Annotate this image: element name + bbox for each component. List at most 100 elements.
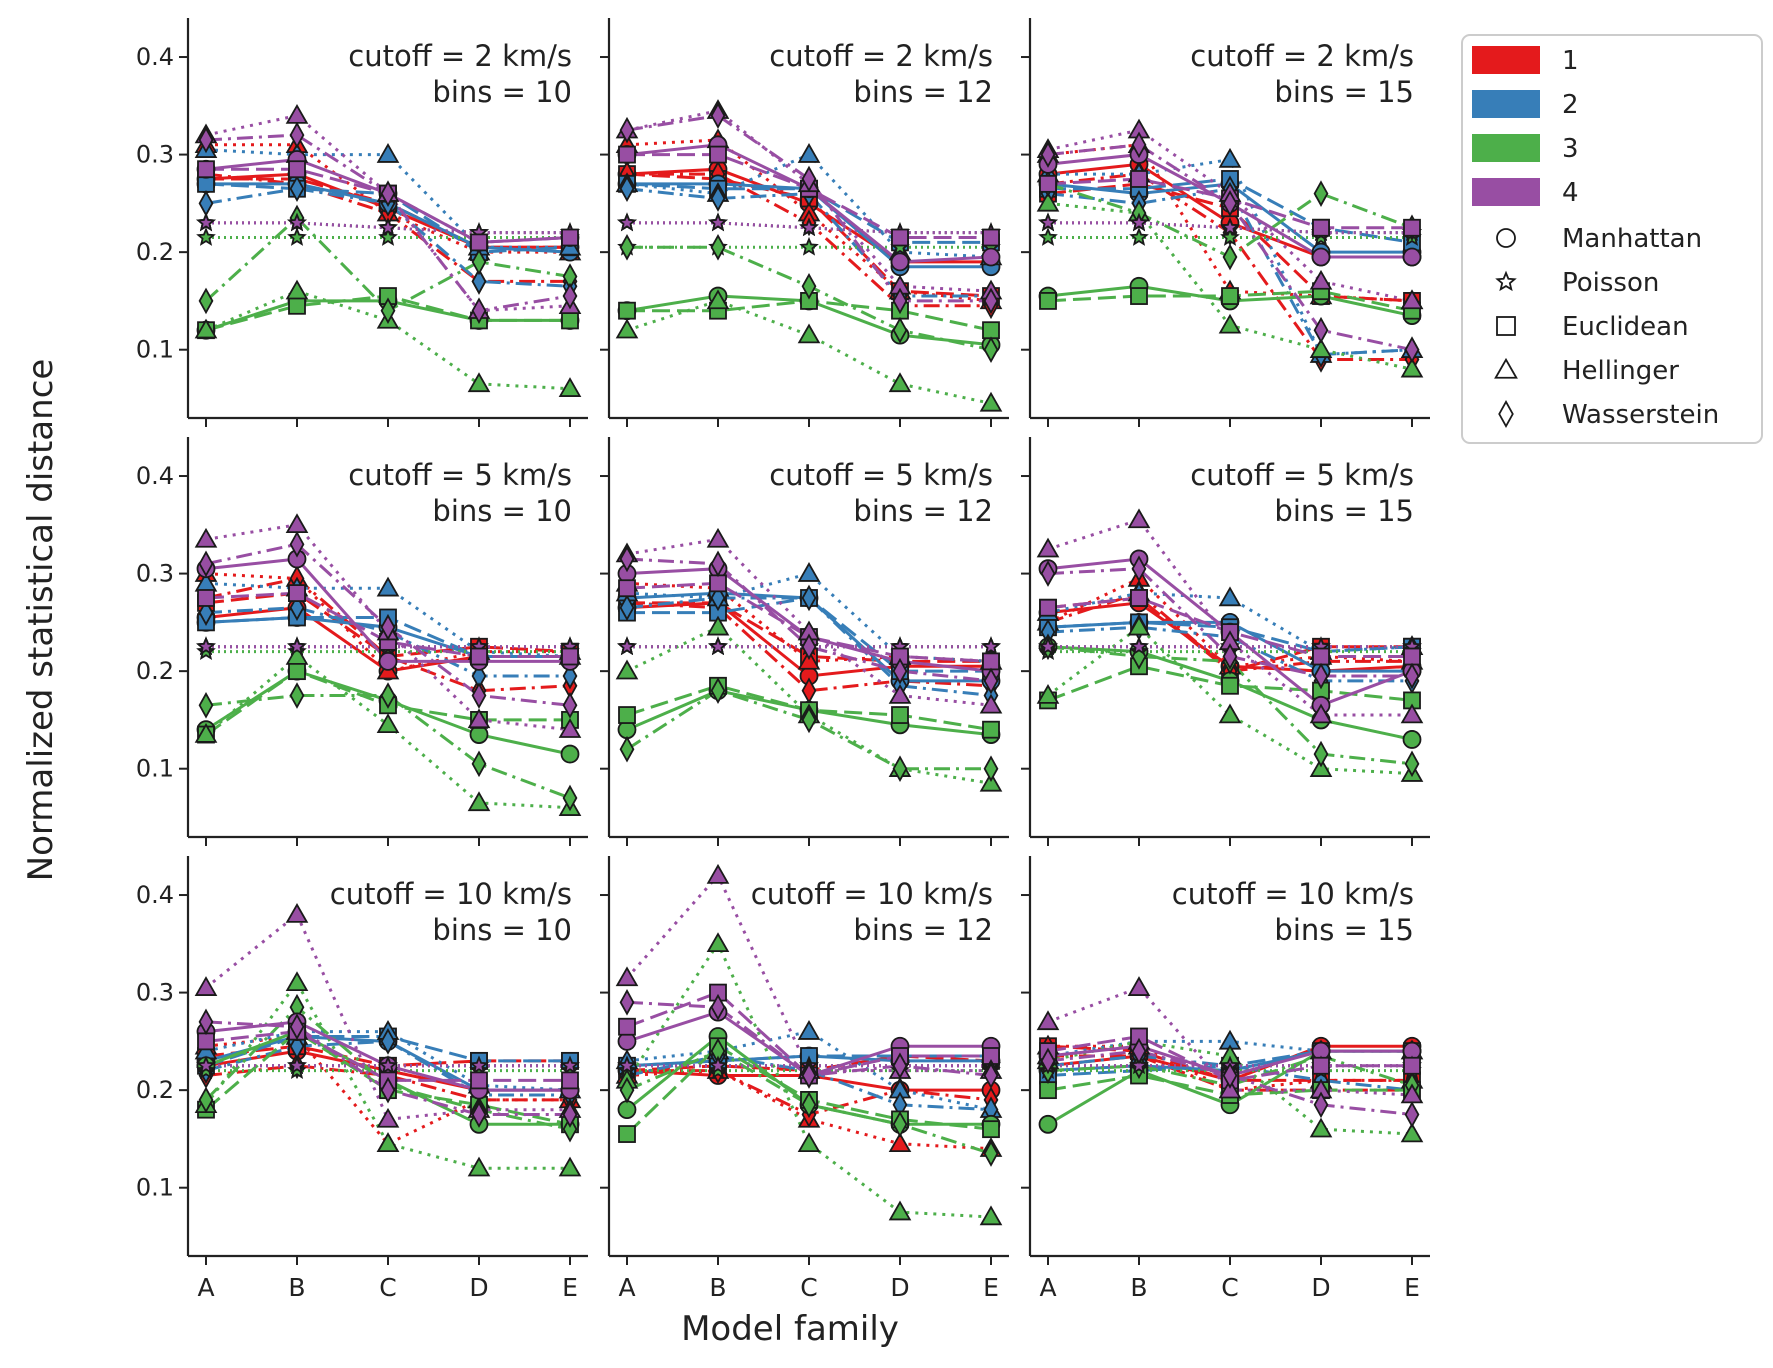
y-tick-label: 0.3 (136, 560, 174, 588)
data-point-star (617, 212, 637, 232)
data-point-star (196, 636, 216, 656)
legend-marker-triangle (1494, 357, 1518, 379)
data-point-diamond (1313, 316, 1329, 344)
data-point-square (1039, 174, 1057, 193)
data-point-square (709, 145, 727, 164)
x-tick-label: D (469, 1273, 488, 1302)
data-point-triangle (285, 279, 309, 300)
data-point-square (288, 160, 306, 179)
panel-title-cutoff: cutoff = 2 km/s (348, 39, 572, 73)
data-point-star (1129, 636, 1149, 656)
data-point-diamond (983, 287, 999, 315)
x-tick-label: D (890, 1273, 909, 1302)
panel-title-cutoff: cutoff = 2 km/s (769, 39, 993, 73)
legend-marker-circle (1496, 228, 1516, 248)
panel-title-bins: bins = 12 (853, 913, 993, 947)
data-point-diamond (801, 706, 817, 734)
y-tick-label: 0.3 (136, 979, 174, 1007)
data-point-square (470, 647, 488, 666)
data-point-square (618, 1017, 636, 1036)
data-point-triangle (706, 527, 730, 548)
data-point-diamond (471, 1101, 487, 1128)
data-point-circle (1402, 247, 1422, 267)
data-point-diamond (471, 268, 487, 295)
data-point-triangle (615, 659, 639, 680)
series-line (205, 606, 570, 678)
data-point-triangle (376, 142, 400, 163)
legend-group-label: 1 (1562, 46, 1579, 76)
data-point-circle (378, 651, 398, 671)
data-point-square (1130, 170, 1148, 188)
data-point-diamond (1404, 750, 1420, 778)
data-point-triangle (558, 377, 582, 397)
data-point-square (1039, 598, 1057, 617)
x-tick-label: E (562, 1273, 578, 1302)
data-point-triangle (706, 289, 730, 310)
legend-marker-star (1495, 270, 1517, 292)
data-point-diamond (1313, 180, 1329, 207)
data-point-triangle (797, 649, 821, 670)
data-point-triangle (1400, 703, 1424, 724)
data-point-diamond (562, 282, 578, 310)
x-tick-label: A (618, 1273, 635, 1302)
legend-group-label: 2 (1562, 90, 1579, 120)
data-point-square (197, 160, 215, 179)
data-point-triangle (1218, 147, 1242, 168)
data-point-triangle (706, 932, 730, 953)
data-point-diamond (471, 248, 487, 276)
data-point-star (708, 1055, 728, 1075)
x-axis-label: Model family (681, 1309, 899, 1349)
data-point-diamond (983, 1062, 999, 1089)
data-point-diamond (1222, 190, 1238, 217)
data-point-diamond (892, 657, 908, 685)
data-point-diamond (289, 682, 305, 709)
x-tick-label: B (1130, 1273, 1147, 1302)
data-point-diamond (983, 755, 999, 783)
data-point-diamond (380, 1076, 396, 1104)
data-point-square (618, 579, 636, 598)
data-point-triangle (1036, 1010, 1060, 1031)
y-tick-label: 0.1 (136, 336, 174, 364)
series-line (205, 1039, 570, 1097)
data-point-diamond (619, 735, 635, 763)
data-point-square (982, 321, 1000, 340)
data-point-triangle (376, 1132, 400, 1153)
panel-title-bins: bins = 10 (432, 75, 572, 109)
data-point-diamond (1404, 662, 1420, 690)
panel-title-cutoff: cutoff = 10 km/s (330, 877, 572, 911)
data-point-triangle (1127, 508, 1151, 529)
data-point-diamond (1040, 1047, 1056, 1075)
data-point-diamond (619, 116, 635, 144)
data-point-star (617, 1055, 637, 1075)
data-point-diamond (380, 297, 396, 325)
data-point-square (891, 228, 909, 247)
series-line (205, 1030, 570, 1082)
legend-color-swatch (1472, 46, 1540, 74)
data-point-triangle (615, 966, 639, 987)
data-point-square (1403, 218, 1421, 237)
panel-title-bins: bins = 15 (1274, 75, 1414, 109)
data-point-circle (617, 1100, 637, 1120)
data-point-diamond (471, 297, 487, 325)
data-point-square (288, 662, 306, 681)
data-point-star (287, 212, 307, 232)
data-point-square (1312, 647, 1330, 666)
data-point-triangle (888, 1132, 912, 1153)
data-point-triangle (1309, 338, 1333, 358)
y-tick-label: 0.2 (136, 238, 174, 266)
data-point-star (1129, 1055, 1149, 1075)
data-point-triangle (285, 971, 309, 992)
data-point-triangle (194, 318, 218, 339)
data-point-diamond (1222, 1062, 1238, 1089)
y-tick-label: 0.1 (136, 1174, 174, 1202)
data-point-square (1312, 1056, 1330, 1075)
data-point-triangle (467, 791, 491, 812)
data-point-star (378, 217, 398, 237)
data-point-square (561, 647, 579, 666)
x-tick-label: E (1404, 1273, 1420, 1302)
data-point-star (1038, 636, 1058, 656)
data-point-triangle (194, 976, 218, 996)
